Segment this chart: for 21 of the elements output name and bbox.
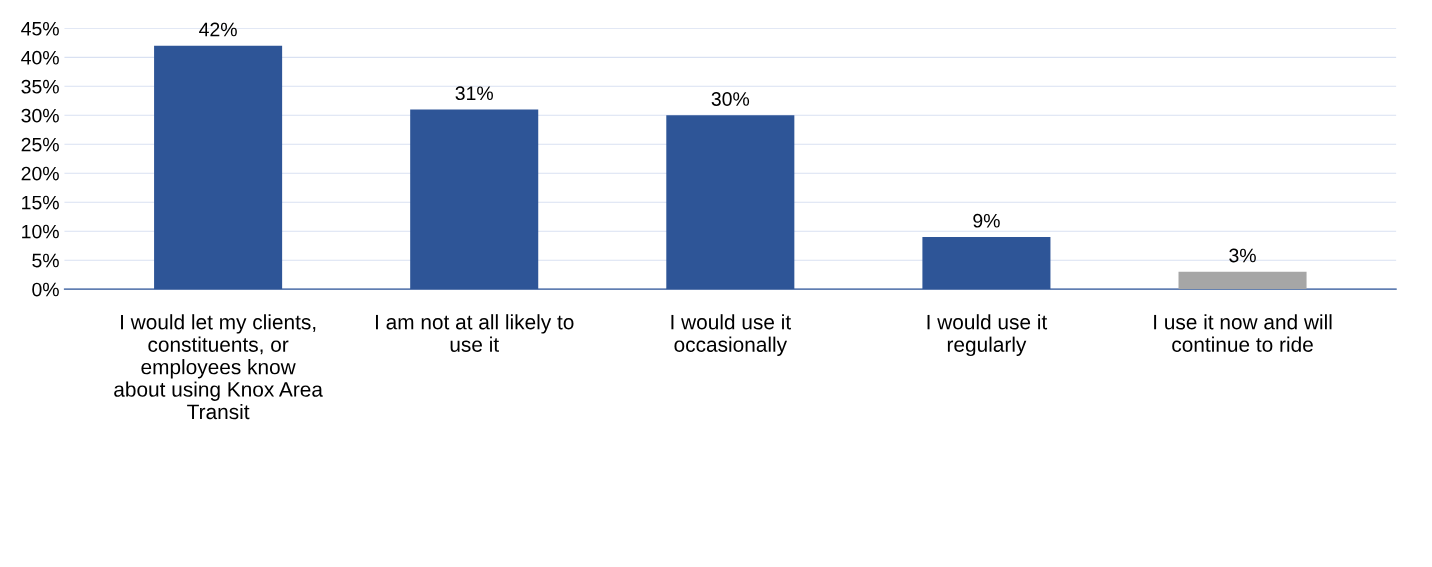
x-tick-label: I would use it occasionally: [671, 314, 791, 357]
y-tick-label: 45%: [21, 21, 59, 36]
x-tick-label: I would use it regularly: [927, 314, 1048, 357]
data-label: 31%: [455, 86, 493, 101]
x-tick-label: I use it now and will continue to ride: [1154, 314, 1332, 352]
y-tick-label: 15%: [22, 195, 59, 210]
x-tick-label: I am not at all likely to use it: [375, 314, 574, 352]
y-tick-label: 20%: [21, 166, 59, 181]
y-tick-label: 40%: [21, 50, 59, 65]
data-label: 9%: [973, 213, 1000, 228]
x-tick-label: I would let my clients, constituents, or employees know about using Knox Area Transit: [114, 314, 323, 420]
y-tick-label: 25%: [21, 137, 59, 152]
y-tick-label: 30%: [21, 108, 59, 123]
y-tick-label: 35%: [21, 79, 59, 94]
bar: [1178, 271, 1307, 290]
data-label: 42%: [199, 22, 237, 37]
data-label: 30%: [711, 92, 750, 106]
y-tick-label: 5%: [32, 253, 59, 268]
y-tick-label: 0%: [32, 282, 59, 297]
data-label: 3%: [1229, 248, 1256, 263]
y-tick-label: 10%: [22, 224, 59, 239]
